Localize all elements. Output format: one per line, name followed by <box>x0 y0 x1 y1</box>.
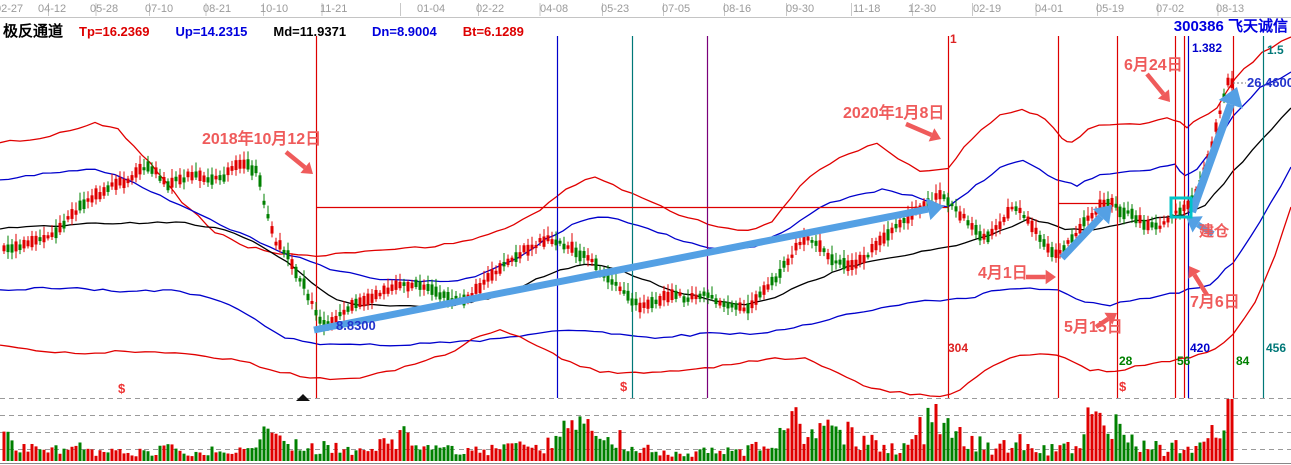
annotation-2020-01-08: 2020年1月8日 <box>843 105 945 122</box>
marked-low-price: 8.8300 <box>336 318 376 333</box>
bar-count-420: 420 <box>1190 341 1211 355</box>
indicator-bands <box>0 36 1291 398</box>
indicator-value: Tp=16.2369 <box>79 24 150 39</box>
x-axis-label: 05-23 <box>601 3 630 15</box>
annotation-05-15: 5月15日 <box>1064 319 1123 336</box>
x-axis-label: 04-01 <box>1035 3 1064 15</box>
bar-count-56: 56 <box>1177 354 1191 368</box>
bar-count-304: 304 <box>948 341 969 355</box>
x-axis-label: 02-19 <box>973 3 1002 15</box>
x-axis-label: 08-16 <box>723 3 752 15</box>
x-axis-label: 07-10 <box>145 3 174 15</box>
bar-count-84: 84 <box>1236 354 1250 368</box>
x-axis-label: 02-27 <box>0 3 24 15</box>
dollar-marker: $ <box>118 381 126 396</box>
x-axis-label: 09-30 <box>786 3 815 15</box>
indicator-value: Dn=8.9004 <box>372 24 437 39</box>
annotation-07-06: 7月6日 <box>1190 294 1240 311</box>
x-axis-label: 08-21 <box>203 3 232 15</box>
annotation-arrows-red <box>284 72 1209 329</box>
dollar-marker: $ <box>620 379 628 394</box>
fib-label-15: 1.5 <box>1267 43 1284 57</box>
volume-bars <box>2 399 1234 461</box>
x-axis-label: 08-13 <box>1216 3 1245 15</box>
x-axis-label: 04-08 <box>540 3 569 15</box>
x-axis-label: 01-04 <box>417 3 446 15</box>
fib-label-1382: 1.382 <box>1192 41 1223 55</box>
annotation-04-01: 4月1日 <box>978 265 1028 282</box>
x-axis-label: 12-30 <box>908 3 937 15</box>
x-axis-label: 11-21 <box>320 3 348 15</box>
candlesticks <box>2 70 1234 336</box>
buy-box <box>1169 196 1193 219</box>
annotation-06-24: 6月24日 <box>1124 57 1183 74</box>
bar-count-456: 456 <box>1266 341 1287 355</box>
x-axis-label: 04-12 <box>38 3 67 15</box>
indicator-value: Bt=6.1289 <box>462 24 524 39</box>
x-axis-label: 05-19 <box>1096 3 1125 15</box>
marked-high-price: 26.4600 <box>1247 75 1291 90</box>
indicator-value: Up=14.2315 <box>175 24 248 39</box>
stock-code-name: 300386 飞天诚信 <box>1173 18 1288 35</box>
x-axis-label: 07-02 <box>1156 3 1185 15</box>
indicator-value: Md=11.9371 <box>273 24 347 39</box>
x-axis-label: 05-28 <box>90 3 119 15</box>
indicator-name: 极反通道 <box>3 23 64 40</box>
indicator-values: Tp=16.2369 Up=14.2315 Md=11.9371 Dn=8.9004 B… <box>79 24 550 39</box>
x-axis-label: 07-05 <box>662 3 691 15</box>
x-axis-label: 10-10 <box>260 3 289 15</box>
indicator-header: 极反通道 Tp=16.2369 Up=14.2315 Md=11.9371 Dn=8.9… <box>3 20 550 41</box>
annotation-buy-label: 建仓 <box>1199 223 1230 240</box>
x-axis-label: 02-22 <box>476 3 505 15</box>
x-axis-label: 11-18 <box>853 3 881 15</box>
annotation-2018-10-12: 2018年10月12日 <box>202 131 322 148</box>
fib-label-1: 1 <box>950 32 957 46</box>
bar-count-28: 28 <box>1119 354 1133 368</box>
trend-arrows-blue <box>313 87 1243 334</box>
horizontal-lines <box>316 202 1112 209</box>
grid-lines <box>0 3 1291 464</box>
dollar-marker: $ <box>1119 379 1127 394</box>
